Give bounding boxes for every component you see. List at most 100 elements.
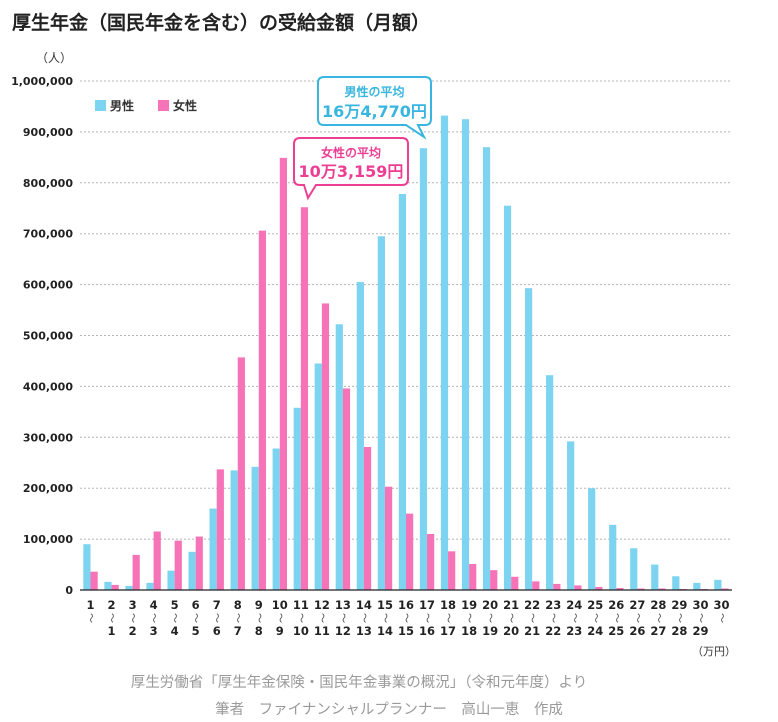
x-tick-label-top: 13 [335, 598, 351, 612]
x-tick-label-top: 28 [650, 598, 666, 612]
legend-label-male: 男性 [110, 98, 134, 113]
bar-female [111, 584, 119, 590]
bar-male [209, 508, 217, 590]
bar-male [104, 581, 112, 590]
x-tick-label-top: 1 [87, 598, 95, 612]
legend-label-female: 女性 [173, 98, 197, 113]
x-tick-range-symbol: 〜 [463, 613, 474, 623]
bar-female [448, 551, 456, 590]
bars [83, 115, 729, 591]
y-tick-label: 1,000,000 [11, 75, 73, 88]
x-tick-label-top: 6 [192, 598, 200, 612]
x-tick-label-top: 30 [692, 598, 708, 612]
bar-male [356, 282, 364, 590]
x-tick-label-top: 18 [440, 598, 456, 612]
callout-male-value: 16万4,770円 [322, 102, 427, 121]
x-tick-range-symbol: 〜 [274, 613, 285, 623]
x-tick-range-symbol: 〜 [85, 613, 96, 623]
x-tick-label-top: 15 [377, 598, 393, 612]
x-tick-label-bottom: 18 [461, 624, 477, 638]
bar-male [672, 576, 680, 590]
bar-male [125, 585, 133, 590]
bar-female [174, 540, 182, 590]
bar-female [300, 207, 309, 591]
x-tick-label-top: 26 [608, 598, 624, 612]
x-tick-label-top: 14 [356, 598, 372, 612]
x-tick-label-bottom: 29 [692, 624, 708, 638]
bar-female [195, 536, 203, 590]
x-tick-range-symbol: 〜 [442, 613, 453, 623]
x-tick-label-top: 19 [461, 598, 477, 612]
y-tick-label: 900,000 [23, 126, 73, 139]
bar-male [588, 488, 596, 590]
x-tick-label-bottom: 6 [213, 624, 221, 638]
x-tick-label-bottom: 11 [314, 624, 330, 638]
y-tick-label: 500,000 [23, 330, 73, 343]
bar-female [490, 570, 498, 590]
x-tick-label-bottom: 22 [545, 624, 561, 638]
bar-male [524, 288, 533, 590]
y-tick-label: 300,000 [23, 431, 73, 444]
y-axis-ticks: 0 100,000 200,000 300,000 400,000 500,000 600,… [11, 75, 73, 597]
bar-chart: 0 100,000 200,000 300,000 400,000 500,000 600,… [11, 51, 736, 658]
x-tick-label-top: 24 [566, 598, 582, 612]
callout-male-label: 男性の平均 [344, 84, 404, 99]
x-tick-label-bottom: 15 [398, 624, 414, 638]
x-tick-range-symbol: 〜 [568, 613, 579, 623]
x-tick-range-symbol: 〜 [337, 613, 348, 623]
x-tick-range-symbol: 〜 [673, 613, 684, 623]
y-tick-label: 200,000 [23, 482, 73, 495]
callout-female-label: 女性の平均 [321, 145, 381, 160]
x-tick-label-top: 7 [213, 598, 221, 612]
bar-female [90, 571, 98, 590]
x-tick-label-top: 30 [713, 598, 729, 612]
x-tick-label-bottom: 2 [129, 624, 137, 638]
bar-female [616, 587, 624, 590]
x-tick-range-symbol: 〜 [358, 613, 369, 623]
x-tick-label-top: 11 [293, 598, 309, 612]
bar-male [461, 119, 470, 591]
x-tick-range-symbol: 〜 [715, 613, 726, 623]
x-tick-label-bottom: 4 [171, 624, 179, 638]
author-credit: 筆者 ファイナンシャルプランナー 高山一恵 作成 [215, 702, 563, 718]
bar-male [482, 147, 491, 591]
x-tick-label-bottom: 28 [671, 624, 687, 638]
bar-male [609, 524, 617, 590]
bar-male [503, 205, 512, 590]
x-tick-label-bottom: 19 [482, 624, 498, 638]
x-tick-range-symbol: 〜 [589, 613, 600, 623]
x-tick-range-symbol: 〜 [526, 613, 537, 623]
x-tick-range-symbol: 〜 [211, 613, 222, 623]
x-tick-range-symbol: 〜 [652, 613, 663, 623]
bar-female [258, 230, 266, 590]
x-tick-label-top: 16 [398, 598, 414, 612]
x-tick-label-bottom: 12 [335, 624, 351, 638]
bar-female [132, 554, 140, 590]
y-tick-label: 0 [65, 584, 73, 597]
bar-female [342, 388, 351, 590]
bar-male [314, 363, 322, 590]
bar-male [419, 148, 428, 590]
bar-female [553, 583, 561, 590]
x-tick-label-bottom: 25 [608, 624, 624, 638]
x-tick-range-symbol: 〜 [400, 613, 411, 623]
x-tick-range-symbol: 〜 [610, 613, 621, 623]
bar-male [693, 582, 701, 590]
y-tick-label: 700,000 [23, 228, 73, 241]
bar-female [658, 588, 666, 590]
x-tick-label-bottom: 8 [255, 624, 263, 638]
x-tick-range-symbol: 〜 [316, 613, 327, 623]
x-tick-range-symbol: 〜 [253, 613, 264, 623]
bar-female [595, 586, 603, 590]
x-tick-label-bottom: 16 [419, 624, 435, 638]
x-tick-range-symbol: 〜 [190, 613, 201, 623]
x-tick-label-top: 9 [255, 598, 263, 612]
x-axis-unit: （万円） [692, 645, 736, 658]
x-tick-label-top: 20 [482, 598, 498, 612]
x-tick-label-bottom: 13 [356, 624, 372, 638]
legend-swatch-female [158, 100, 169, 111]
x-tick-range-symbol: 〜 [421, 613, 432, 623]
x-tick-range-symbol: 〜 [232, 613, 243, 623]
bar-male [146, 582, 154, 590]
